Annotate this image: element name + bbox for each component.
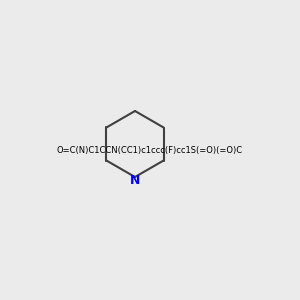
Text: N: N bbox=[130, 173, 140, 187]
Text: O=C(N)C1CCN(CC1)c1ccc(F)cc1S(=O)(=O)C: O=C(N)C1CCN(CC1)c1ccc(F)cc1S(=O)(=O)C bbox=[57, 146, 243, 154]
